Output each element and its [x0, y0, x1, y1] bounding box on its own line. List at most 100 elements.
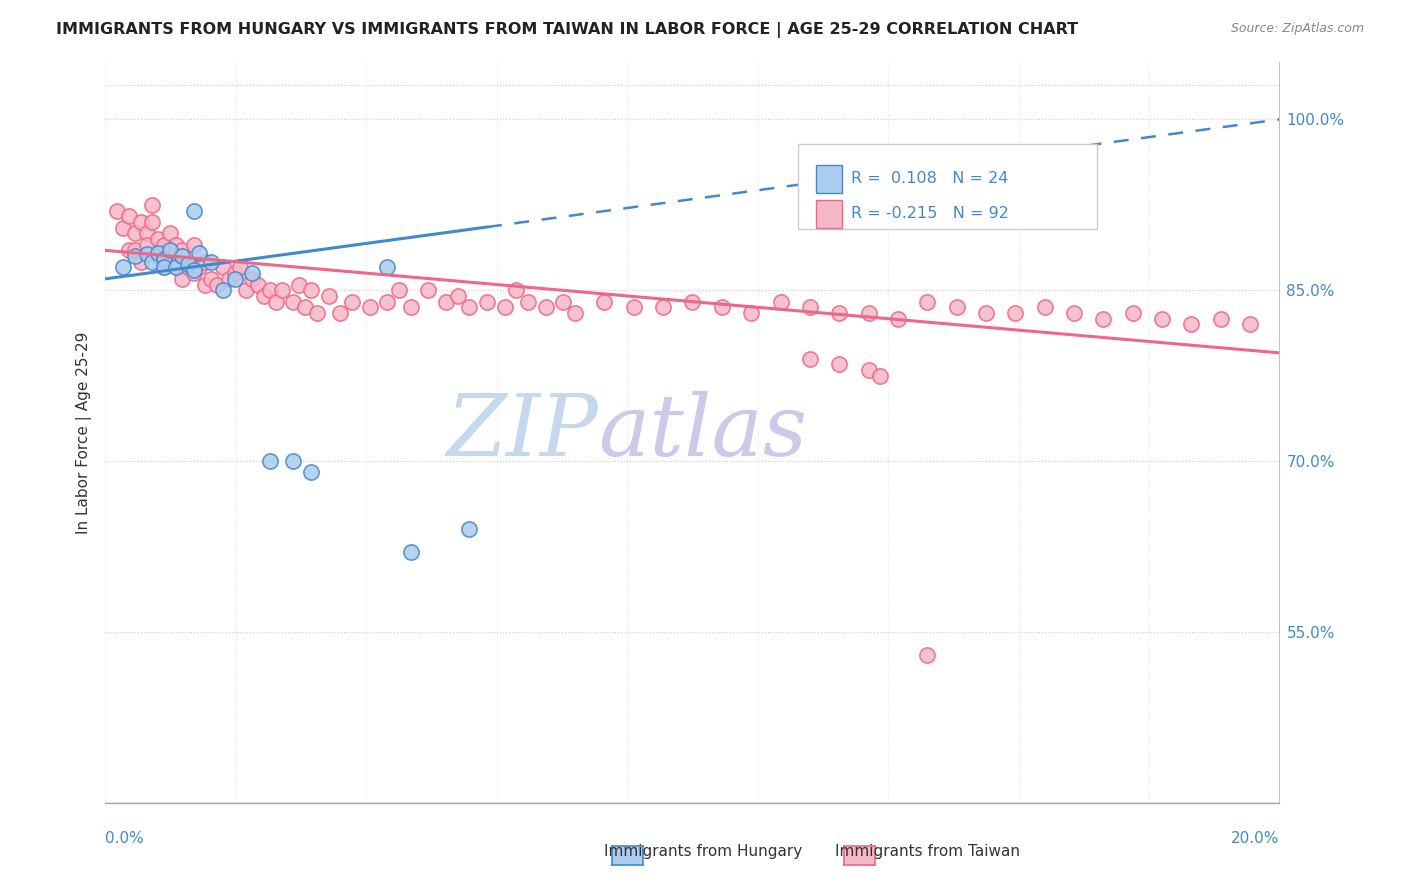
Point: [176, 260, 198, 275]
Point: [259, 454, 281, 468]
Point: [124, 249, 146, 263]
Point: [183, 237, 205, 252]
Point: [458, 523, 481, 537]
Point: [235, 283, 257, 297]
Point: [135, 247, 157, 261]
Point: [141, 215, 163, 229]
Point: [211, 260, 233, 275]
Point: [475, 294, 498, 309]
Point: [294, 301, 316, 315]
Point: [148, 249, 170, 263]
Point: [183, 262, 205, 277]
Point: [124, 227, 146, 241]
Point: [200, 272, 222, 286]
Point: [283, 454, 305, 468]
Point: [494, 301, 516, 315]
Point: [159, 254, 181, 268]
Point: [917, 294, 939, 309]
Point: [1092, 311, 1115, 326]
Point: [517, 294, 540, 309]
Point: [447, 289, 470, 303]
Point: [129, 215, 152, 229]
Point: [153, 260, 176, 275]
Point: [945, 301, 967, 315]
Point: [1063, 306, 1085, 320]
Point: [170, 249, 193, 263]
Point: [218, 272, 240, 286]
Point: [399, 545, 422, 559]
Text: Source: ZipAtlas.com: Source: ZipAtlas.com: [1230, 22, 1364, 36]
Point: [329, 306, 352, 320]
Point: [153, 252, 176, 267]
Point: [399, 301, 422, 315]
Point: [458, 301, 481, 315]
Text: ZIP: ZIP: [447, 392, 599, 474]
Point: [799, 351, 821, 366]
Point: [318, 289, 340, 303]
Point: [170, 244, 193, 258]
Point: [917, 648, 939, 662]
Point: [388, 283, 411, 297]
Point: [148, 245, 170, 260]
Point: [340, 294, 363, 309]
Point: [124, 244, 146, 258]
FancyBboxPatch shape: [799, 144, 1098, 229]
Point: [141, 254, 163, 268]
Point: [205, 277, 228, 292]
Point: [828, 306, 851, 320]
Point: [153, 260, 176, 275]
Point: [623, 301, 645, 315]
Point: [858, 363, 880, 377]
Point: [129, 254, 152, 268]
Text: R =  0.108   N = 24: R = 0.108 N = 24: [851, 171, 1008, 186]
Text: IMMIGRANTS FROM HUNGARY VS IMMIGRANTS FROM TAIWAN IN LABOR FORCE | AGE 25-29 COR: IMMIGRANTS FROM HUNGARY VS IMMIGRANTS FR…: [56, 22, 1078, 38]
Point: [165, 260, 187, 275]
Point: [769, 294, 792, 309]
Point: [200, 254, 222, 268]
Point: [299, 466, 322, 480]
Bar: [815, 200, 842, 227]
Point: [553, 294, 575, 309]
Point: [1004, 306, 1026, 320]
Point: [165, 260, 187, 275]
Point: [1209, 311, 1232, 326]
Point: [1239, 318, 1261, 332]
Point: [299, 283, 322, 297]
Text: 0.0%: 0.0%: [105, 831, 145, 847]
Point: [224, 272, 246, 286]
Point: [288, 277, 311, 292]
Point: [153, 237, 176, 252]
Point: [858, 306, 880, 320]
Point: [211, 283, 233, 297]
Point: [681, 294, 703, 309]
Point: [240, 272, 263, 286]
Point: [887, 311, 910, 326]
Point: [112, 260, 135, 275]
Point: [270, 283, 292, 297]
Point: [375, 260, 398, 275]
Text: atlas: atlas: [599, 392, 807, 474]
Point: [148, 232, 170, 246]
Bar: [815, 165, 842, 193]
Point: [974, 306, 997, 320]
Point: [652, 301, 675, 315]
Point: [1033, 301, 1056, 315]
Point: [1150, 311, 1173, 326]
Point: [159, 227, 181, 241]
Point: [593, 294, 616, 309]
Point: [188, 260, 211, 275]
Point: [534, 301, 557, 315]
Point: [434, 294, 457, 309]
Point: [141, 198, 163, 212]
Point: [710, 301, 733, 315]
Point: [259, 283, 281, 297]
Point: [183, 203, 205, 218]
Point: [194, 277, 217, 292]
Point: [183, 266, 205, 280]
Point: [112, 220, 135, 235]
Point: [170, 272, 193, 286]
Point: [828, 357, 851, 371]
Point: [740, 306, 762, 320]
Point: [159, 244, 181, 258]
Point: [105, 203, 128, 218]
